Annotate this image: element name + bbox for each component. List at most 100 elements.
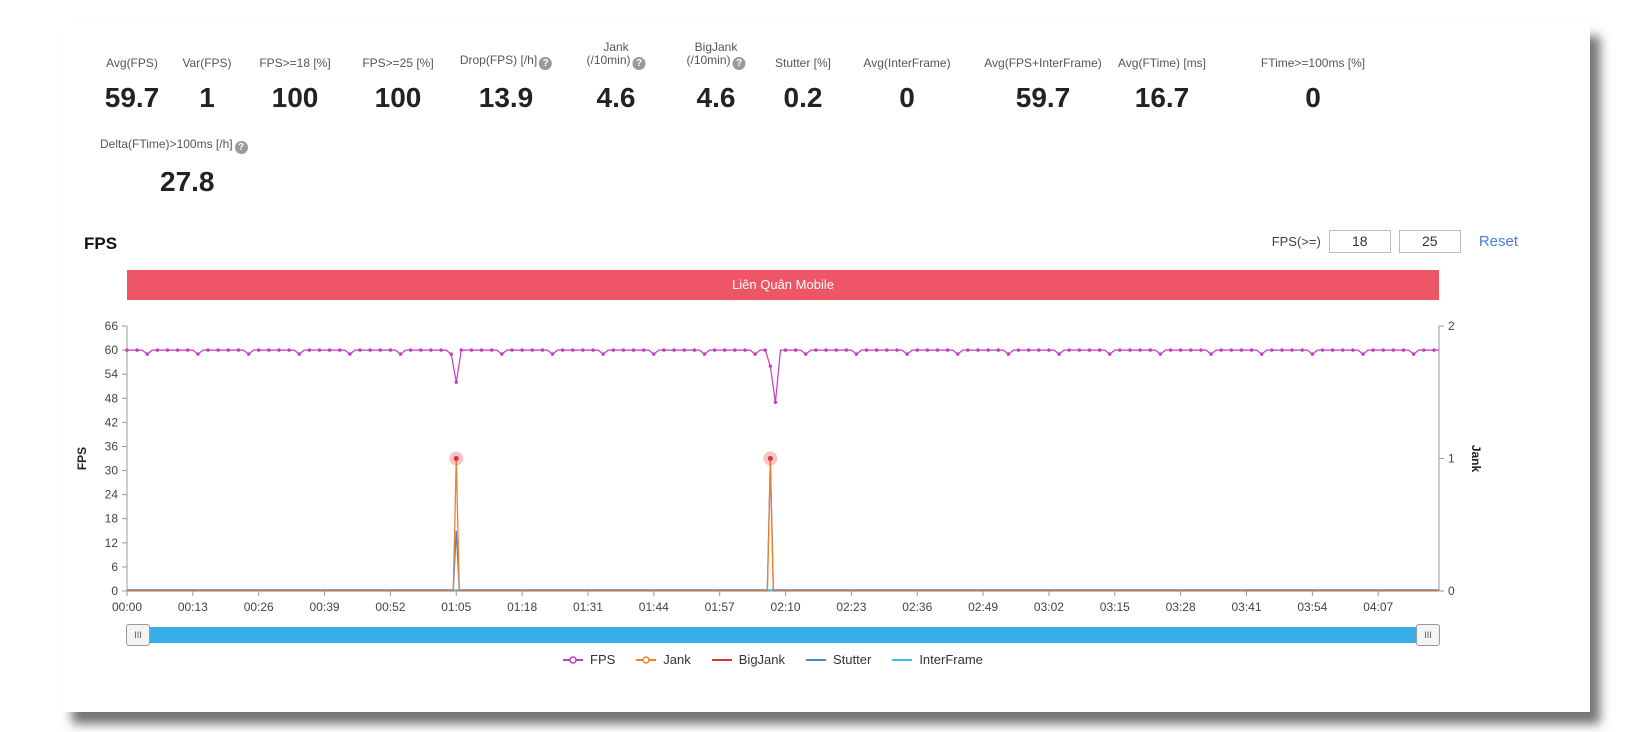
stat-item: Jank (/10min)? 4.6 — [556, 24, 676, 114]
fps-point — [378, 348, 382, 352]
fps-point — [1037, 348, 1041, 352]
stat-label-top: BigJank — [694, 40, 738, 54]
x-tick-label: 00:13 — [178, 600, 208, 614]
stat-delta-ftime: Delta(FTime)>100ms [/h]? 27.8 — [100, 134, 248, 198]
fps-point — [510, 348, 514, 352]
fps-point — [1168, 348, 1173, 352]
x-tick-label: 04:07 — [1363, 600, 1393, 614]
x-tick-label: 03:02 — [1034, 600, 1064, 614]
fps-point — [246, 352, 251, 356]
fps-point — [682, 348, 686, 352]
fps-point — [490, 348, 494, 352]
fps-point — [267, 348, 271, 352]
legend-swatch-icon — [563, 655, 583, 664]
fps-point — [743, 348, 747, 352]
legend-item[interactable]: Stutter — [805, 652, 871, 667]
legend-swatch-icon — [711, 658, 732, 661]
fps-point — [236, 348, 241, 352]
y-axis-title: FPS — [75, 447, 89, 470]
fps-point — [662, 348, 666, 352]
fps-point — [1026, 348, 1031, 352]
y-tick-label: 30 — [105, 464, 119, 478]
fps-point — [768, 364, 773, 368]
x-tick-label: 00:52 — [375, 600, 405, 614]
reset-button[interactable]: Reset — [1478, 233, 1518, 250]
fps-point — [804, 352, 808, 356]
fps-point — [1310, 352, 1315, 356]
fps-point — [1330, 348, 1335, 352]
fps-point — [388, 348, 393, 352]
fps-point — [145, 352, 149, 356]
fps-point — [1401, 348, 1406, 352]
fps-point — [793, 348, 798, 352]
fps-point — [1178, 348, 1183, 352]
stat-value: 100 — [271, 82, 319, 113]
stat-item: Avg(FPS) 59.7 — [72, 24, 192, 114]
fps-point — [429, 348, 433, 352]
fps-point — [783, 348, 788, 352]
fps-point — [996, 348, 1000, 352]
fps-point — [155, 348, 160, 352]
stat-item: FPS>=18 [%] 100 — [235, 24, 355, 114]
help-icon[interactable]: ? — [539, 57, 553, 70]
help-icon[interactable]: ? — [732, 57, 746, 70]
x-tick-label: 01:05 — [441, 600, 471, 614]
fps-point — [165, 348, 170, 352]
stat-item: BigJank (/10min)? 4.6 — [656, 24, 776, 114]
slider-left-handle[interactable]: III — [126, 624, 150, 646]
fps-point — [1219, 348, 1223, 352]
fps-point — [1432, 348, 1436, 352]
stat-value: 16.7 — [1134, 82, 1190, 113]
stat-item: Avg(FPS+InterFrame) 59.7 — [983, 24, 1103, 114]
legend-label: InterFrame — [919, 652, 983, 667]
fps-point — [1351, 348, 1355, 352]
fps-point — [1260, 352, 1264, 356]
fps-point — [1047, 348, 1051, 352]
fps-point — [469, 348, 474, 352]
fps-point — [925, 348, 930, 352]
fps-point — [1189, 348, 1193, 352]
fps-point — [1199, 348, 1203, 352]
fps-point — [571, 348, 575, 352]
legend-swatch-icon — [892, 658, 913, 661]
stutter-series-line — [127, 462, 1439, 591]
legend-item[interactable]: Jank — [635, 652, 691, 667]
fps-point — [1128, 348, 1132, 352]
fps-point — [1138, 348, 1142, 352]
x-tick-label: 03:28 — [1166, 600, 1196, 614]
x-tick-label: 03:15 — [1100, 600, 1130, 614]
fps-point — [986, 348, 990, 352]
stat-label: Avg(FTime) [ms] — [1117, 56, 1207, 70]
stat-item: Avg(FTime) [ms] 16.7 — [1102, 24, 1222, 114]
y-tick-label: 60 — [105, 343, 119, 357]
fps-point — [1108, 352, 1112, 356]
y-tick-label: 48 — [105, 391, 119, 405]
fps-point — [824, 348, 828, 352]
fps-point — [885, 348, 889, 352]
legend-item[interactable]: FPS — [562, 652, 615, 667]
fps-point — [844, 348, 849, 352]
fps-point — [1320, 348, 1325, 352]
stat-item: Stutter [%] 0.2 — [743, 24, 863, 114]
help-icon[interactable]: ? — [632, 57, 646, 70]
help-icon[interactable]: ? — [234, 141, 248, 154]
fps-point — [611, 348, 616, 352]
stat-item: FPS>=25 [%] 100 — [338, 24, 458, 114]
threshold-low-input[interactable]: 18 — [1328, 230, 1391, 253]
fps-point — [733, 348, 737, 352]
slider-right-handle[interactable]: III — [1416, 624, 1440, 646]
legend-item[interactable]: BigJank — [711, 652, 785, 667]
stat-label: (/10min) — [586, 53, 631, 67]
fps-point — [520, 348, 524, 352]
threshold-high-input[interactable]: 25 — [1398, 230, 1461, 253]
legend-label: Stutter — [833, 652, 872, 667]
y-tick-label: 66 — [105, 319, 119, 333]
fps-point — [1361, 352, 1365, 356]
legend-item[interactable]: InterFrame — [891, 652, 983, 667]
fps-point — [479, 348, 484, 352]
fps-point — [753, 352, 757, 356]
time-range-slider[interactable]: III III — [126, 624, 1440, 646]
x-tick-label: 03:41 — [1231, 600, 1261, 614]
fps-point — [1016, 348, 1021, 352]
